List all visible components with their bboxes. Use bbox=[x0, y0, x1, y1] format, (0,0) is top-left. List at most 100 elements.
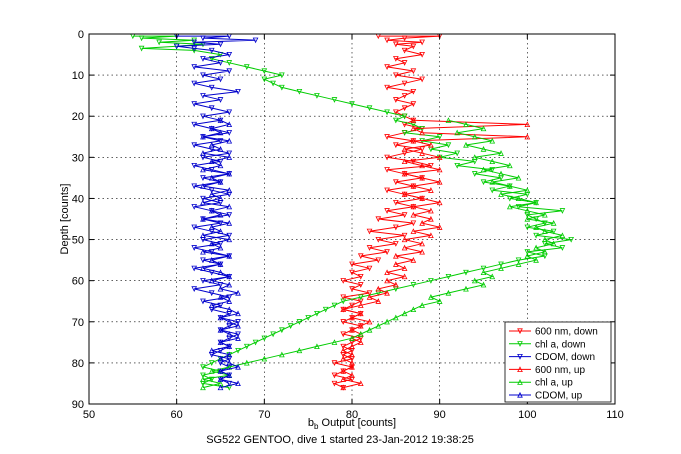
data-point bbox=[226, 51, 233, 58]
data-point bbox=[436, 166, 443, 173]
data-point bbox=[200, 215, 206, 222]
data-point bbox=[357, 282, 364, 288]
data-point bbox=[270, 80, 276, 87]
data-point bbox=[200, 298, 206, 305]
data-point bbox=[436, 298, 443, 304]
data-point bbox=[533, 257, 539, 263]
data-point bbox=[191, 245, 198, 251]
data-point bbox=[138, 45, 145, 52]
series-group bbox=[129, 33, 575, 391]
data-point bbox=[217, 326, 224, 333]
data-point bbox=[349, 286, 355, 292]
data-point bbox=[542, 248, 548, 255]
data-point bbox=[384, 249, 390, 255]
data-point bbox=[384, 37, 390, 44]
data-point bbox=[340, 384, 347, 391]
data-point bbox=[401, 232, 408, 239]
data-point bbox=[542, 236, 548, 243]
data-point bbox=[401, 113, 408, 120]
data-point bbox=[480, 146, 487, 152]
data-point bbox=[226, 351, 233, 358]
data-point bbox=[410, 137, 417, 144]
data-point bbox=[524, 252, 531, 259]
data-point bbox=[226, 343, 233, 350]
data-point bbox=[217, 117, 224, 123]
data-point bbox=[243, 343, 250, 350]
y-tick-label: 80 bbox=[72, 358, 84, 370]
data-point bbox=[357, 294, 364, 301]
data-point bbox=[200, 232, 206, 239]
data-point bbox=[384, 109, 390, 116]
data-point bbox=[208, 224, 215, 230]
data-point bbox=[401, 265, 408, 271]
data-point bbox=[314, 310, 320, 317]
data-point bbox=[340, 368, 347, 374]
data-point bbox=[191, 224, 198, 231]
data-point bbox=[401, 35, 408, 42]
legend-item: chl a, down bbox=[509, 339, 586, 350]
data-point bbox=[331, 360, 338, 366]
data-point bbox=[349, 326, 355, 333]
data-point bbox=[340, 306, 347, 313]
data-point bbox=[217, 368, 224, 374]
data-point bbox=[436, 224, 443, 230]
data-point bbox=[217, 129, 224, 136]
data-point bbox=[498, 261, 504, 268]
data-point bbox=[340, 331, 347, 338]
data-point bbox=[235, 363, 241, 370]
legend-item: CDOM, down bbox=[509, 352, 595, 363]
data-point bbox=[217, 294, 224, 300]
data-point bbox=[226, 252, 233, 259]
data-point bbox=[384, 269, 390, 276]
data-point bbox=[217, 60, 224, 66]
data-point bbox=[480, 166, 487, 173]
series-600-nm-up bbox=[340, 117, 531, 391]
data-point bbox=[366, 290, 373, 297]
data-point bbox=[200, 248, 206, 255]
data-point bbox=[357, 310, 364, 317]
data-point bbox=[524, 249, 531, 255]
data-point bbox=[357, 302, 364, 308]
y-tick-label: 20 bbox=[72, 111, 84, 123]
data-point bbox=[419, 129, 425, 136]
data-point bbox=[384, 154, 390, 161]
data-point bbox=[217, 220, 224, 227]
data-point bbox=[568, 236, 575, 243]
data-point bbox=[279, 84, 285, 91]
data-point bbox=[357, 380, 364, 387]
data-point bbox=[366, 105, 373, 112]
data-point bbox=[384, 187, 390, 194]
data-point bbox=[410, 220, 417, 227]
data-point bbox=[349, 101, 355, 107]
data-point bbox=[419, 302, 425, 308]
data-point bbox=[349, 343, 355, 350]
data-point bbox=[331, 380, 338, 387]
data-point bbox=[208, 240, 215, 247]
data-point bbox=[401, 80, 408, 87]
data-point bbox=[226, 298, 233, 304]
data-point bbox=[340, 278, 347, 284]
data-point bbox=[200, 133, 206, 140]
data-point bbox=[384, 318, 390, 325]
data-point bbox=[419, 162, 425, 169]
data-point bbox=[419, 174, 425, 181]
data-point bbox=[419, 146, 425, 153]
data-point bbox=[217, 376, 224, 382]
data-point bbox=[445, 289, 452, 296]
data-point bbox=[392, 314, 399, 321]
data-point bbox=[366, 265, 373, 272]
data-point bbox=[384, 277, 390, 284]
data-point bbox=[173, 43, 180, 50]
data-point bbox=[226, 203, 233, 210]
data-point bbox=[419, 195, 425, 202]
data-point bbox=[235, 319, 241, 325]
data-point bbox=[340, 376, 347, 382]
data-point bbox=[419, 39, 425, 46]
legend-marker bbox=[517, 391, 523, 398]
legend-label: CDOM, up bbox=[535, 391, 583, 402]
data-point bbox=[375, 298, 382, 304]
legend-marker bbox=[517, 366, 523, 373]
y-tick-label: 10 bbox=[72, 70, 84, 82]
legend-item: 600 nm, up bbox=[509, 365, 585, 376]
